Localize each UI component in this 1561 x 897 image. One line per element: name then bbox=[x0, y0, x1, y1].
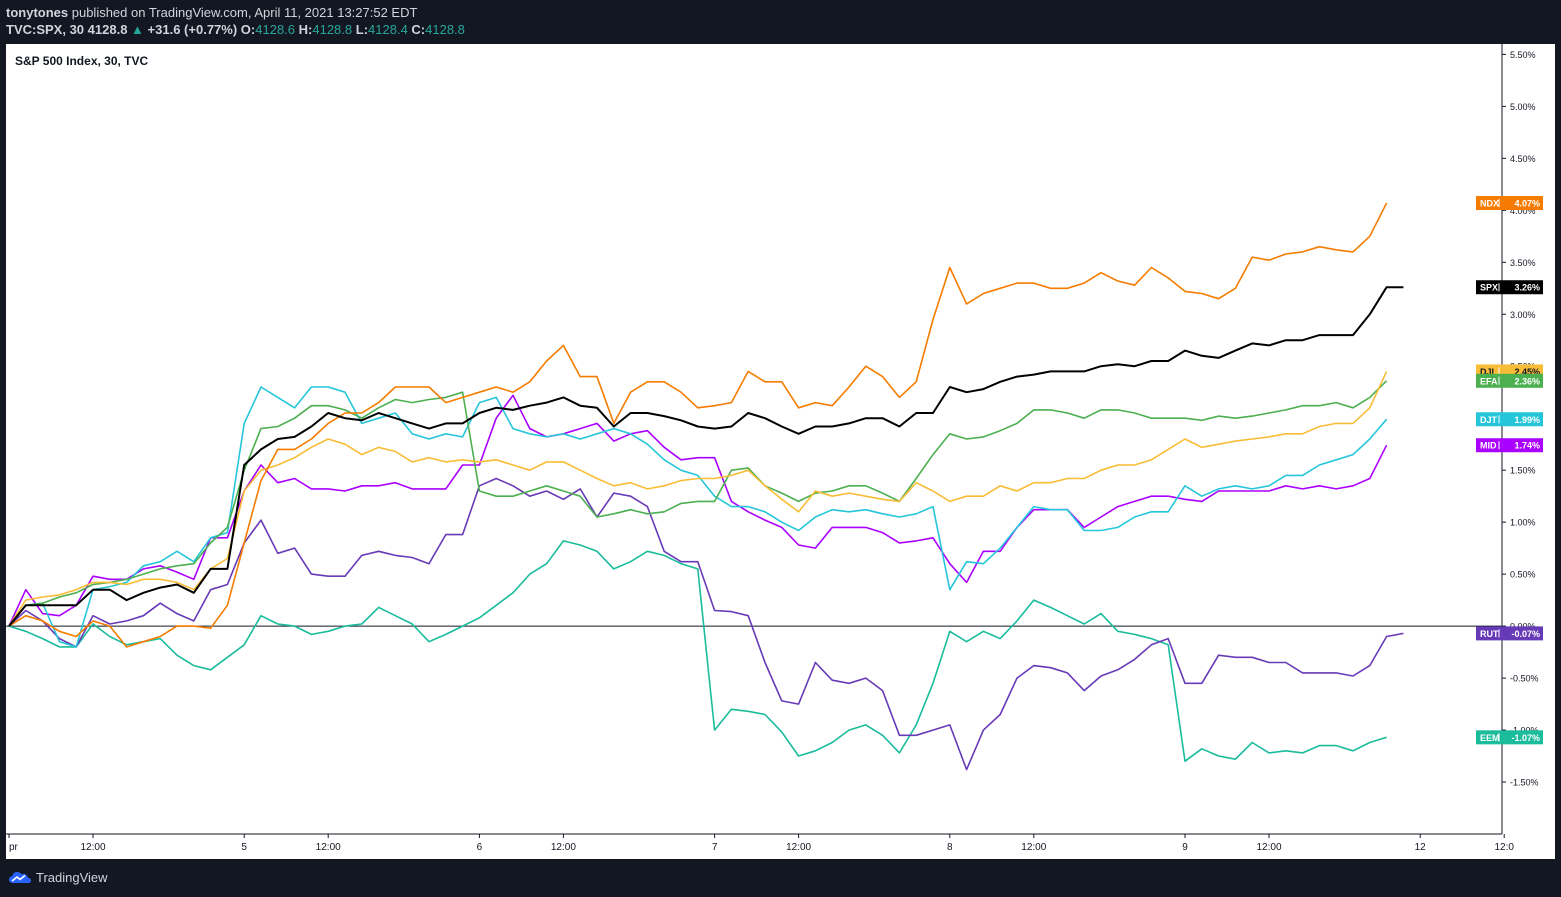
series-label-box bbox=[1476, 280, 1543, 295]
series-label-spx: SPX 3.26% bbox=[1476, 280, 1543, 295]
y-tick-label: 3.50% bbox=[1510, 258, 1536, 268]
series-label-rut: RUT -0.07% bbox=[1476, 626, 1543, 641]
open-value: 4128.6 bbox=[255, 22, 296, 37]
x-tick-label: 12:00 bbox=[786, 842, 811, 853]
low-value: 4128.4 bbox=[368, 22, 408, 37]
high-label: H: bbox=[298, 22, 313, 37]
series-name: MID bbox=[1480, 441, 1497, 451]
y-tick-label: 5.00% bbox=[1510, 102, 1536, 112]
series-name: DJT bbox=[1480, 415, 1498, 425]
publish-line: tonytones published on TradingView.com, … bbox=[6, 5, 417, 20]
y-tick-label: 1.00% bbox=[1510, 518, 1536, 528]
x-tick-label: 8 bbox=[947, 842, 953, 853]
series-label-box bbox=[1476, 196, 1543, 211]
series-value: 3.26% bbox=[1514, 283, 1540, 293]
y-tick-label: 4.50% bbox=[1510, 154, 1536, 164]
close-value: 4128.8 bbox=[425, 22, 465, 37]
series-line-eem[interactable] bbox=[8, 540, 1387, 763]
series-value: 4.07% bbox=[1514, 199, 1540, 209]
publish-info: published on TradingView.com, April 11, … bbox=[68, 5, 418, 20]
x-tick-label: 12 bbox=[1415, 842, 1427, 853]
x-tick-label: 6 bbox=[477, 842, 483, 853]
y-tick-label: 5.50% bbox=[1510, 50, 1536, 60]
y-tick-label: 3.00% bbox=[1510, 310, 1536, 320]
series-line-spx[interactable] bbox=[8, 286, 1404, 627]
y-tick-label: -0.50% bbox=[1510, 674, 1539, 684]
series-name: RUT bbox=[1480, 629, 1499, 639]
chart-panel[interactable]: 5.50%5.00%4.50%4.00%3.50%3.00%2.50%2.00%… bbox=[6, 44, 1555, 859]
series-value: 1.74% bbox=[1514, 441, 1540, 451]
series-line-mid[interactable] bbox=[8, 394, 1388, 627]
series-label-eem: EEM -1.07% bbox=[1476, 730, 1543, 745]
series-label-box bbox=[1476, 373, 1543, 388]
series-name: DJI bbox=[1480, 367, 1494, 377]
x-tick-label: 12:00 bbox=[551, 842, 576, 853]
price-change: +31.6 (+0.77%) bbox=[147, 22, 238, 37]
x-tick-label: 12:0 bbox=[1494, 842, 1514, 853]
tradingview-cloud-icon bbox=[9, 872, 31, 883]
series-label-box bbox=[1476, 438, 1543, 453]
series-name: NDX bbox=[1480, 199, 1499, 209]
series-label-efa: EFA 2.36% bbox=[1476, 373, 1543, 388]
series-line-djt[interactable] bbox=[8, 386, 1388, 648]
x-tick-label: 9 bbox=[1182, 842, 1188, 853]
series-value: -1.07% bbox=[1511, 733, 1540, 743]
series-label-djt: DJT 1.99% bbox=[1476, 412, 1543, 427]
series-line-dji[interactable] bbox=[8, 371, 1388, 627]
brand-name: TradingView bbox=[36, 869, 108, 885]
series-line-efa[interactable] bbox=[8, 380, 1388, 627]
author-name[interactable]: tonytones bbox=[6, 5, 69, 20]
x-tick-label: 7 bbox=[712, 842, 718, 853]
last-price: 4128.8 bbox=[87, 22, 128, 37]
x-tick-label: 5 bbox=[241, 842, 247, 853]
up-arrow-icon: ▲ bbox=[131, 22, 144, 37]
series-name: EFA bbox=[1480, 376, 1498, 386]
series-name: SPX bbox=[1480, 283, 1498, 293]
x-tick-label: pr bbox=[9, 842, 19, 853]
series-label-box bbox=[1476, 626, 1543, 641]
series-value: 2.36% bbox=[1514, 376, 1540, 386]
x-tick-label: 12:00 bbox=[80, 842, 105, 853]
close-label: C: bbox=[411, 22, 426, 37]
symbol-label: TVC:SPX, 30 bbox=[6, 22, 85, 37]
y-tick-label: 0.50% bbox=[1510, 570, 1536, 580]
y-tick-label: -1.50% bbox=[1510, 778, 1539, 788]
high-value: 4128.8 bbox=[312, 22, 353, 37]
series-value: 2.45% bbox=[1514, 367, 1540, 377]
tradingview-logo[interactable]: TradingView bbox=[8, 869, 108, 885]
series-line-ndx[interactable] bbox=[8, 202, 1388, 648]
x-tick-label: 12:00 bbox=[316, 842, 341, 853]
low-label: L: bbox=[355, 22, 369, 37]
y-tick-label: 4.00% bbox=[1510, 206, 1536, 216]
open-label: O: bbox=[240, 22, 256, 37]
quote-line: TVC:SPX, 30 4128.8 ▲ +31.6 (+0.77%) O:41… bbox=[6, 22, 465, 37]
series-label-ndx: NDX 4.07% bbox=[1476, 196, 1543, 211]
series-label-box bbox=[1476, 412, 1543, 427]
x-tick-label: 12:00 bbox=[1256, 842, 1281, 853]
series-name: EEM bbox=[1480, 733, 1500, 743]
publish-header: tonytones published on TradingView.com, … bbox=[0, 0, 1561, 44]
footer-bar: TradingView bbox=[0, 859, 1561, 897]
series-value: 1.99% bbox=[1514, 415, 1540, 425]
series-label-box bbox=[1476, 730, 1543, 745]
comparison-chart[interactable]: 5.50%5.00%4.50%4.00%3.50%3.00%2.50%2.00%… bbox=[6, 44, 1555, 859]
chart-title: S&P 500 Index, 30, TVC bbox=[15, 54, 149, 68]
y-tick-label: 1.50% bbox=[1510, 466, 1536, 476]
series-value: -0.07% bbox=[1511, 629, 1540, 639]
series-label-mid: MID 1.74% bbox=[1476, 438, 1543, 453]
series-line-rut[interactable] bbox=[8, 477, 1404, 771]
x-tick-label: 12:00 bbox=[1021, 842, 1046, 853]
